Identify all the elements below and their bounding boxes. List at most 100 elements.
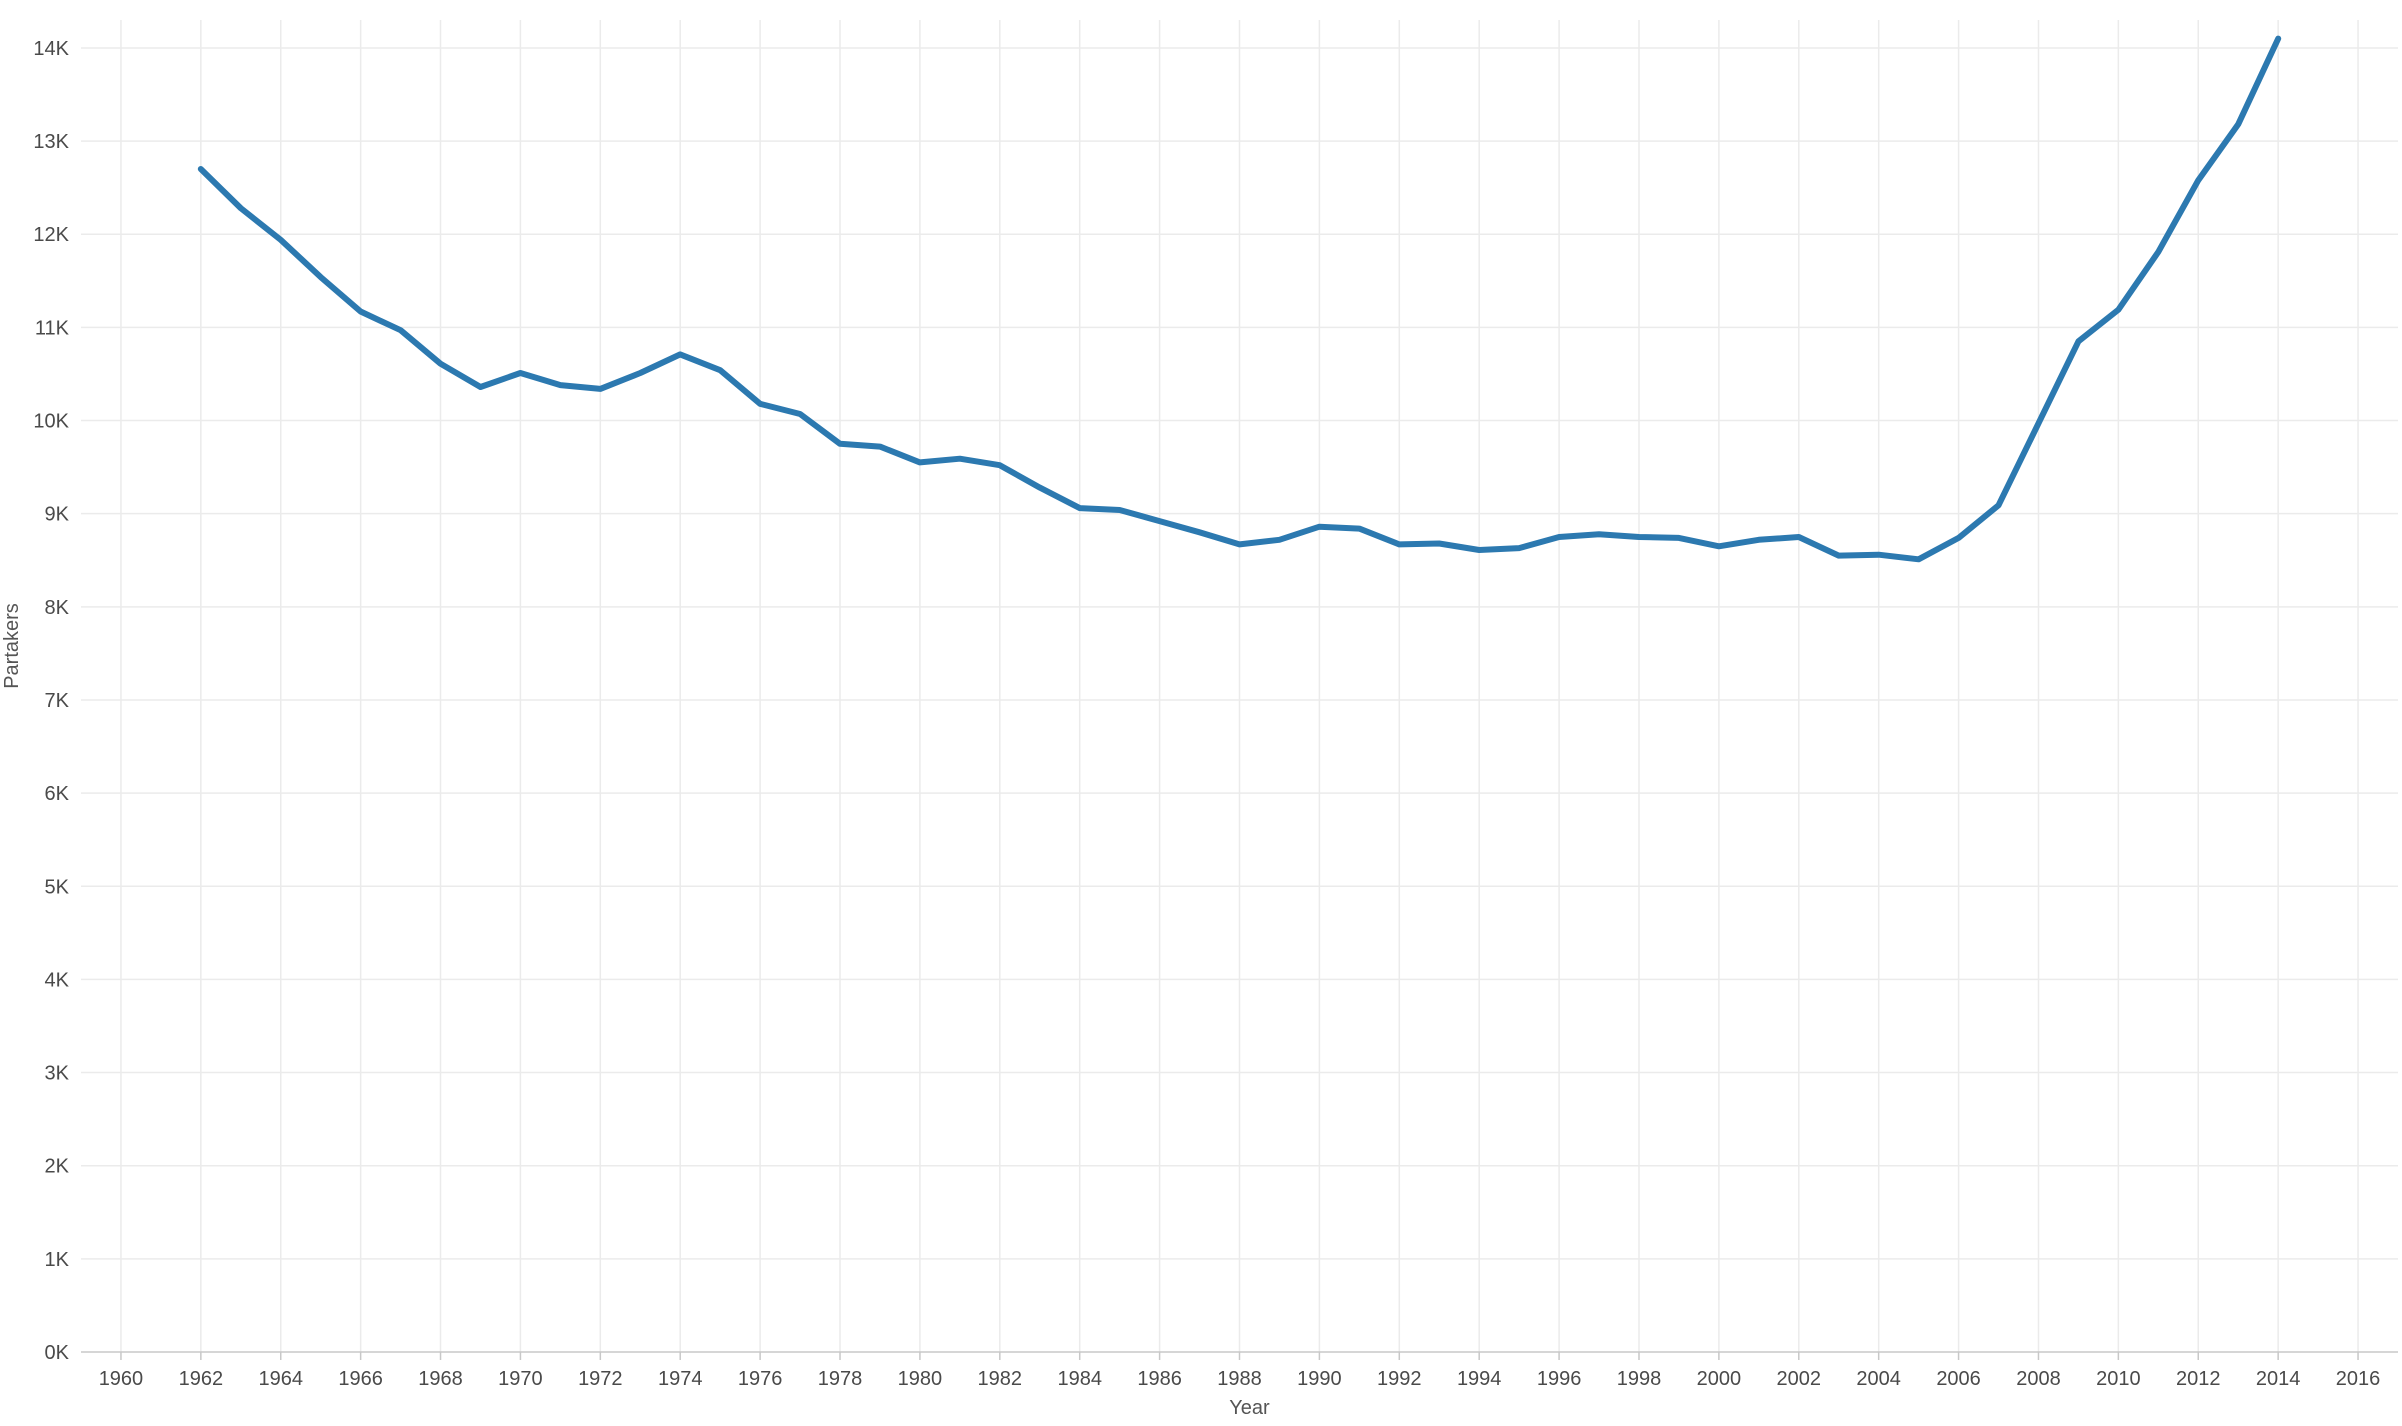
y-tick-label: 13K: [33, 131, 69, 153]
y-tick-label: 10K: [33, 411, 69, 433]
data-point[interactable]: [398, 327, 404, 333]
data-point[interactable]: [1197, 529, 1203, 535]
data-point[interactable]: [1796, 534, 1802, 540]
x-tick-label: 2004: [1856, 1368, 1901, 1390]
data-point[interactable]: [797, 411, 803, 417]
data-point[interactable]: [1676, 535, 1682, 541]
x-tick-label: 1998: [1617, 1368, 1662, 1390]
data-point[interactable]: [717, 367, 723, 373]
x-tick-label: 1970: [498, 1368, 543, 1390]
data-point[interactable]: [477, 384, 483, 390]
x-tick-label: 2008: [2016, 1368, 2061, 1390]
data-point[interactable]: [1157, 518, 1163, 524]
data-point[interactable]: [1077, 505, 1083, 511]
data-point[interactable]: [1356, 526, 1362, 532]
data-point[interactable]: [1037, 485, 1043, 491]
y-tick-label: 7K: [45, 690, 70, 712]
x-tick-label: 1960: [99, 1368, 144, 1390]
data-point[interactable]: [1396, 541, 1402, 547]
data-point[interactable]: [757, 401, 763, 407]
x-tick-label: 1988: [1217, 1368, 1262, 1390]
x-tick-label: 2012: [2176, 1368, 2221, 1390]
data-point[interactable]: [198, 166, 204, 172]
data-point[interactable]: [2075, 338, 2081, 344]
data-point[interactable]: [1117, 507, 1123, 513]
data-point[interactable]: [517, 370, 523, 376]
data-point[interactable]: [1636, 534, 1642, 540]
y-tick-label: 1K: [45, 1249, 70, 1271]
x-tick-label: 1962: [179, 1368, 224, 1390]
x-tick-label: 1992: [1377, 1368, 1422, 1390]
y-tick-label: 3K: [45, 1063, 70, 1085]
data-point[interactable]: [1476, 547, 1482, 553]
x-tick-label: 2006: [1936, 1368, 1981, 1390]
x-tick-label: 1996: [1537, 1368, 1582, 1390]
data-point[interactable]: [318, 274, 324, 280]
x-tick-label: 1968: [418, 1368, 463, 1390]
data-point[interactable]: [438, 361, 444, 367]
data-point[interactable]: [1916, 556, 1922, 562]
x-tick-label: 1986: [1137, 1368, 1182, 1390]
data-point[interactable]: [238, 205, 244, 211]
x-tick-label: 2002: [1777, 1368, 1822, 1390]
x-tick-label: 1964: [258, 1368, 303, 1390]
data-point[interactable]: [997, 462, 1003, 468]
data-point[interactable]: [1836, 553, 1842, 559]
data-point[interactable]: [2035, 420, 2041, 426]
data-point[interactable]: [597, 386, 603, 392]
x-tick-label: 1984: [1057, 1368, 1102, 1390]
y-tick-label: 5K: [45, 876, 70, 898]
data-point[interactable]: [1716, 543, 1722, 549]
data-point[interactable]: [837, 441, 843, 447]
x-tick-label: 2000: [1697, 1368, 1742, 1390]
x-tick-label: 1994: [1457, 1368, 1502, 1390]
data-point[interactable]: [877, 444, 883, 450]
data-point[interactable]: [1996, 502, 2002, 508]
y-tick-label: 0K: [45, 1342, 70, 1364]
data-point[interactable]: [917, 459, 923, 465]
data-point[interactable]: [637, 370, 643, 376]
x-tick-label: 1990: [1297, 1368, 1342, 1390]
data-point[interactable]: [1876, 552, 1882, 558]
data-point[interactable]: [2235, 121, 2241, 127]
x-tick-label: 2014: [2256, 1368, 2301, 1390]
data-point[interactable]: [1237, 541, 1243, 547]
data-point[interactable]: [557, 382, 563, 388]
data-point[interactable]: [1956, 535, 1962, 541]
data-point[interactable]: [358, 309, 364, 315]
axes: 1960 1962 1964 1966 1968 1970 1972 1974 1976 1978…: [33, 38, 2398, 1390]
x-tick-label: 1974: [658, 1368, 703, 1390]
gridlines: [81, 20, 2398, 1352]
x-tick-label: 1976: [738, 1368, 783, 1390]
data-point[interactable]: [2275, 36, 2281, 42]
data-point[interactable]: [2195, 177, 2201, 183]
data-point[interactable]: [1436, 540, 1442, 546]
data-point[interactable]: [1596, 531, 1602, 537]
y-tick-label: 6K: [45, 783, 70, 805]
data-point[interactable]: [957, 456, 963, 462]
x-tick-label: 1978: [818, 1368, 863, 1390]
series-line: [197, 35, 2282, 563]
data-point[interactable]: [1756, 537, 1762, 543]
x-tick-label: 1982: [978, 1368, 1023, 1390]
x-tick-label: 2016: [2336, 1368, 2381, 1390]
data-point[interactable]: [2155, 249, 2161, 255]
y-tick-label: 8K: [45, 597, 70, 619]
y-tick-label: 4K: [45, 969, 70, 991]
data-point[interactable]: [2115, 307, 2121, 313]
data-point[interactable]: [677, 351, 683, 357]
data-point[interactable]: [278, 237, 284, 243]
series: [197, 35, 2282, 563]
x-tick-label: 1972: [578, 1368, 623, 1390]
y-tick-label: 14K: [33, 38, 69, 60]
data-point[interactable]: [1276, 537, 1282, 543]
x-tick-label: 2010: [2096, 1368, 2141, 1390]
x-axis-title: Year: [1229, 1397, 1270, 1419]
data-point[interactable]: [1556, 534, 1562, 540]
y-tick-label: 11K: [35, 317, 70, 339]
x-tick-label: 1966: [338, 1368, 383, 1390]
data-point[interactable]: [1516, 545, 1522, 551]
y-tick-label: 9K: [45, 504, 70, 526]
data-point[interactable]: [1316, 524, 1322, 530]
